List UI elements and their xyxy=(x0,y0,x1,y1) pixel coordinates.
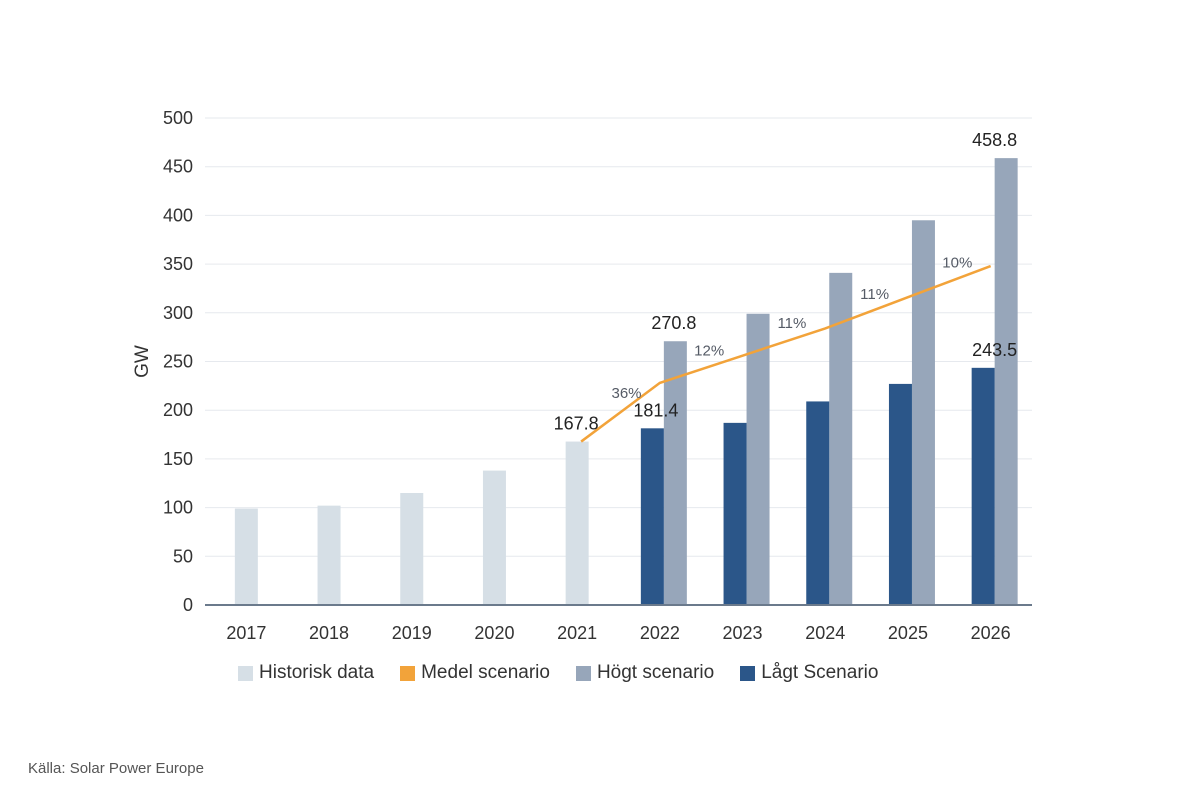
y-tick-label: 250 xyxy=(163,352,193,372)
bar-low-scenario xyxy=(723,422,747,605)
growth-rate-label: 12% xyxy=(694,342,724,359)
legend-swatch xyxy=(400,665,416,681)
data-label: 270.8 xyxy=(651,313,696,333)
legend-item: Högt scenario xyxy=(575,662,715,684)
bar-high-scenario xyxy=(663,341,687,605)
y-tick-label: 400 xyxy=(163,205,193,225)
bar-low-scenario xyxy=(640,428,664,605)
legend-label: Historisk data xyxy=(259,662,375,683)
source-note: Källa: Solar Power Europe xyxy=(28,760,204,777)
legend-swatch xyxy=(740,665,756,681)
legend-item: Medel scenario xyxy=(400,662,550,684)
bar-historical xyxy=(565,441,589,605)
bar-high-scenario xyxy=(994,158,1018,606)
bar-high-scenario xyxy=(829,272,853,605)
y-tick-label: 100 xyxy=(163,498,193,518)
bar-high-scenario xyxy=(911,220,935,605)
x-tick-label: 2022 xyxy=(640,623,680,643)
bar-historical xyxy=(482,470,506,605)
y-tick-label: 150 xyxy=(163,449,193,469)
bar-low-scenario xyxy=(806,401,830,605)
data-label: 181.4 xyxy=(633,400,678,420)
chart-svg: 0 50 100 150 200 250 300 350 400 450 500 GW 2017 2018… xyxy=(132,108,1032,643)
data-label: 458.8 xyxy=(972,130,1017,150)
x-tick-label: 2019 xyxy=(392,623,432,643)
bar-historical xyxy=(234,508,258,605)
growth-rate-label: 11% xyxy=(777,315,806,332)
data-label: 243.5 xyxy=(972,340,1017,360)
y-tick-label: 0 xyxy=(183,595,193,615)
x-tick-label: 2020 xyxy=(474,623,514,643)
y-tick-label: 200 xyxy=(163,400,193,420)
y-tick-label: 50 xyxy=(173,546,193,566)
legend-label: Lågt Scenario xyxy=(761,662,879,683)
bar-historical xyxy=(400,492,424,605)
bar-high-scenario xyxy=(746,313,770,605)
bar-low-scenario xyxy=(888,383,912,605)
growth-rate-label: 10% xyxy=(942,255,972,272)
y-tick-label: 300 xyxy=(163,303,193,323)
legend-item: Lågt Scenario xyxy=(740,662,878,684)
x-tick-label: 2026 xyxy=(971,623,1011,643)
legend-label: Högt scenario xyxy=(596,662,715,683)
line-medium-scenario xyxy=(580,264,992,443)
growth-rate-label: 36% xyxy=(611,385,641,402)
x-tick-label: 2025 xyxy=(888,623,928,643)
legend-item: Historisk data xyxy=(238,662,374,684)
y-tick-label: 450 xyxy=(163,157,193,177)
y-tick-label: 350 xyxy=(163,254,193,274)
x-tick-label: 2018 xyxy=(309,623,349,643)
y-tick-label: 500 xyxy=(163,108,193,128)
legend-swatch xyxy=(238,665,253,681)
bar-low-scenario xyxy=(971,367,995,605)
growth-rate-label: 11% xyxy=(860,286,889,303)
x-tick-label: 2021 xyxy=(557,623,597,643)
data-label: 167.8 xyxy=(554,414,599,434)
legend-swatch xyxy=(575,665,591,681)
y-axis-label: GW xyxy=(132,345,153,378)
legend: Historisk data Medel scenario Högt scenari… xyxy=(238,662,904,684)
x-tick-label: 2023 xyxy=(723,623,763,643)
x-tick-label: 2024 xyxy=(805,623,845,643)
bar-historical xyxy=(317,505,341,605)
x-tick-label: 2017 xyxy=(226,623,266,643)
legend-label: Medel scenario xyxy=(421,662,550,683)
